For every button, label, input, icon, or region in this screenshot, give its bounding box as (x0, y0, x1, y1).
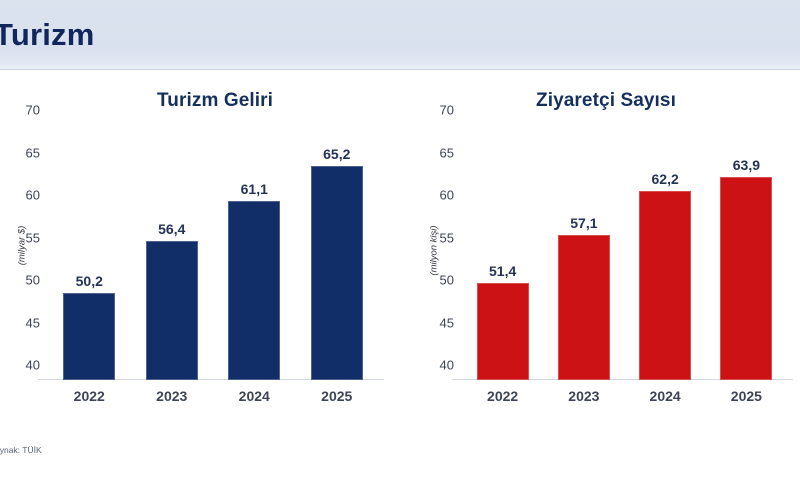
y-axis-tick-label: 70 (439, 102, 454, 118)
bar-slot: 63,9 (711, 125, 783, 380)
bar-slot: 50,2 (53, 125, 126, 380)
bar-slot: 51,4 (467, 125, 539, 380)
y-axis-tick-label: 65 (439, 145, 454, 160)
x-axis-labels: 2022 2023 2024 2025 (462, 388, 787, 404)
bar-value-label: 56,4 (158, 220, 186, 237)
bar-value-label: 61,1 (240, 180, 268, 197)
y-axis-tick-label: 60 (25, 187, 40, 203)
chart-panel-ziyaretci-sayisi: Ziyaretçi Sayısı (milyon kişi) 51,4 57,1 6… (400, 70, 800, 430)
y-axis-tick-label: 55 (25, 230, 40, 245)
chart-panel-turizm-geliri: Turizm Geliri (milyar $) 50,2 56,4 61,1 65,… (0, 70, 400, 430)
bar-slot: 57,1 (548, 125, 620, 380)
chart-title: Turizm Geliri (156, 90, 274, 111)
y-axis-tick-label: 40 (439, 357, 454, 373)
bar-value-label: 65,2 (323, 145, 351, 162)
bar-value-label: 50,2 (75, 273, 103, 290)
y-axis-tick-label: 50 (439, 272, 454, 288)
x-axis-labels: 2022 2023 2024 2025 (48, 388, 378, 404)
plot-area: 51,4 57,1 62,2 63,9 70 65 60 55 50 45 40 (440, 103, 793, 380)
source-note: aynak: TÜİK (0, 445, 42, 455)
y-axis-tick-label: 55 (439, 230, 454, 245)
y-axis-tick-label: 45 (25, 315, 40, 330)
x-axis-tick-label: 2025 (730, 388, 762, 404)
bar-2022[interactable] (63, 293, 116, 380)
bar-slot: 62,2 (629, 125, 701, 380)
y-axis-tick-label: 50 (25, 272, 40, 288)
bar-2022[interactable] (476, 283, 529, 380)
plot-area: 50,2 56,4 61,1 65,2 70 65 60 55 50 45 40 (26, 103, 384, 380)
bar-2025[interactable] (720, 176, 773, 380)
axis-baseline (38, 379, 384, 380)
x-axis-tick-label: 2022 (73, 388, 105, 404)
y-axis-tick-label: 40 (25, 357, 40, 373)
bar-value-label: 57,1 (570, 214, 598, 231)
chart-title: Ziyaretçi Sayısı (536, 90, 676, 111)
bar-2023[interactable] (557, 234, 610, 380)
header-banner: Turizm (0, 0, 800, 70)
bar-2025[interactable] (310, 165, 363, 380)
y-axis-tick-label: 45 (439, 315, 454, 330)
bar-value-label: 51,4 (489, 263, 517, 280)
bar-slot: 56,4 (135, 125, 208, 380)
x-axis-tick-label: 2024 (649, 388, 681, 404)
bar-group: 50,2 56,4 61,1 65,2 (48, 125, 378, 380)
bar-2024[interactable] (228, 200, 281, 380)
bar-group: 51,4 57,1 62,2 63,9 (462, 125, 787, 380)
page-title: Turizm (0, 17, 95, 52)
y-axis-tick-label: 70 (25, 102, 40, 118)
bar-2023[interactable] (145, 240, 198, 380)
x-axis-tick-label: 2024 (238, 388, 270, 404)
bar-slot: 61,1 (218, 125, 291, 380)
x-axis-tick-label: 2025 (321, 388, 353, 404)
bar-value-label: 62,2 (651, 171, 679, 188)
y-axis-tick-label: 60 (439, 187, 454, 203)
y-axis-unit-label: (milyon kişi) (428, 225, 440, 276)
bar-slot: 65,2 (300, 125, 373, 380)
charts-area: Turizm Geliri (milyar $) 50,2 56,4 61,1 65,… (0, 70, 800, 500)
axis-baseline (452, 379, 793, 380)
x-axis-tick-label: 2023 (568, 388, 600, 404)
bar-2024[interactable] (639, 191, 692, 380)
y-axis-tick-label: 65 (25, 145, 40, 160)
bar-value-label: 63,9 (732, 156, 760, 173)
x-axis-tick-label: 2022 (487, 388, 519, 404)
x-axis-tick-label: 2023 (156, 388, 188, 404)
